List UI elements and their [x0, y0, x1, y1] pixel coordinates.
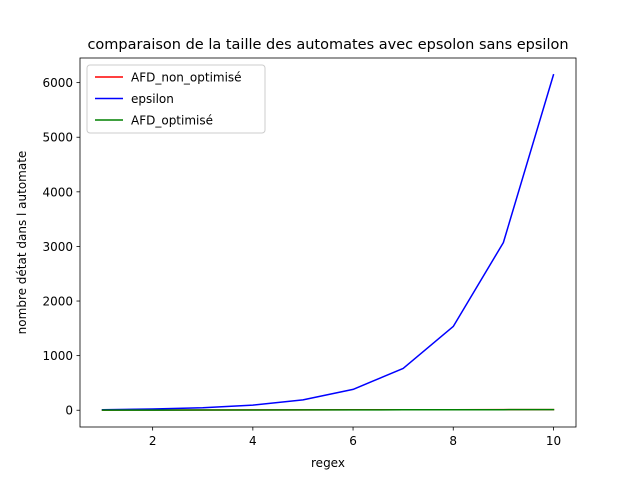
axes-layer: 2 4 6 8 10 0 1000 2000 3000 4000 5000 6000	[42, 57, 577, 448]
y-tick-label: 5000	[42, 131, 73, 145]
legend-box	[86, 64, 266, 134]
x-tick-label: 10	[546, 434, 561, 448]
y-tick-label: 4000	[42, 185, 73, 199]
x-tick-label: 2	[149, 434, 157, 448]
plot-frame	[79, 57, 577, 428]
series-layer	[101, 73, 555, 411]
y-tick-label: 2000	[42, 295, 73, 309]
y-tick-label: 6000	[42, 76, 73, 90]
x-tick-label: 8	[449, 434, 457, 448]
legend-label-1: AFD_non_optimisé	[131, 71, 242, 85]
y-tick-label: 1000	[42, 349, 73, 363]
chart-title: comparaison de la taille des automates a…	[87, 37, 568, 53]
x-tick-label: 4	[249, 434, 257, 448]
x-tick-label: 6	[349, 434, 357, 448]
legend-label-2: epsilon	[131, 92, 174, 106]
y-tick-label: 0	[65, 404, 73, 418]
y-axis-label: nombre détat dans l automate	[15, 151, 29, 335]
legend-label-3: AFD_optimisé	[131, 114, 213, 128]
x-axis-label: regex	[311, 456, 345, 470]
y-tick-label: 3000	[42, 240, 73, 254]
series-line-2	[101, 73, 555, 411]
